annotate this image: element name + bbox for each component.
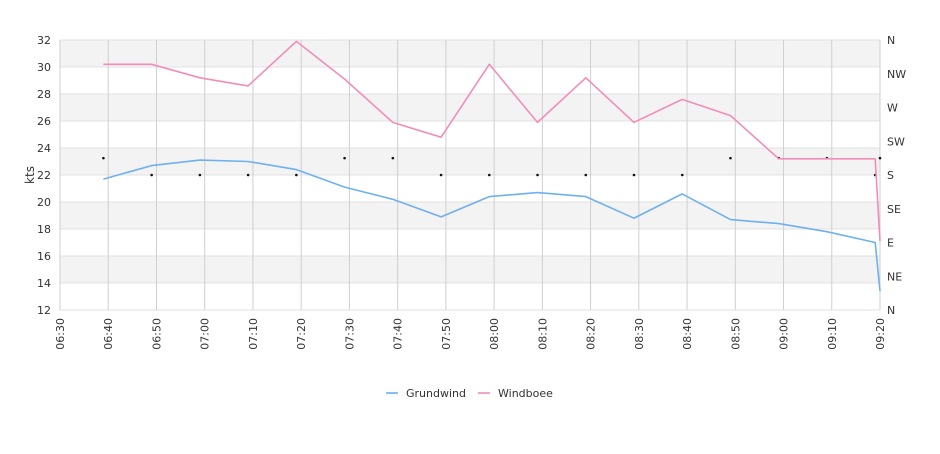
y2-tick-label: NW	[887, 68, 906, 81]
x-tick-label: 09:10	[826, 318, 839, 350]
y2-tick-label: N	[887, 304, 895, 317]
y-tick-label: 30	[37, 61, 51, 74]
direction-marker	[680, 173, 684, 177]
direction-marker	[295, 173, 298, 177]
grid-band	[60, 256, 880, 283]
y-tick-label: 22	[37, 169, 51, 182]
direction-marker	[439, 173, 443, 177]
direction-marker	[198, 173, 202, 177]
y-tick-label: 18	[37, 223, 51, 236]
x-tick-label: 07:10	[247, 318, 260, 350]
grid-band	[60, 202, 880, 229]
grid-band	[60, 40, 880, 67]
grid-band	[60, 67, 880, 94]
x-tick-label: 07:30	[343, 318, 356, 350]
direction-marker	[584, 173, 588, 177]
series-line-grundwind	[103, 159, 881, 292]
y-tick-label: 24	[37, 142, 51, 155]
x-tick-label: 07:20	[295, 318, 308, 350]
x-tick-label: 08:00	[488, 318, 501, 350]
legend-label: Windboee	[498, 387, 553, 400]
y2-tick-label: NE	[887, 270, 902, 283]
y2-tick-label: SW	[887, 135, 905, 148]
y-tick-label: 14	[37, 277, 51, 290]
y-tick-label: 26	[37, 115, 51, 128]
x-tick-label: 06:30	[54, 318, 67, 350]
y-tick-label: 20	[37, 196, 51, 209]
y-tick-label: 12	[37, 304, 51, 317]
x-tick-label: 08:20	[585, 318, 598, 350]
x-tick-label: 08:50	[729, 318, 742, 350]
y-tick-label: 16	[37, 250, 51, 263]
y2-tick-label: S	[887, 169, 894, 182]
y2-tick-label: N	[887, 34, 895, 47]
direction-marker	[729, 156, 732, 160]
grid-band	[60, 229, 880, 256]
direction-marker	[150, 173, 153, 177]
y-tick-label: 32	[37, 34, 51, 47]
x-tick-label: 07:40	[392, 318, 405, 350]
x-tick-label: 07:50	[440, 318, 453, 350]
x-tick-label: 08:30	[633, 318, 646, 350]
y-axis-title: kts	[23, 166, 37, 184]
y-tick-label: 28	[37, 88, 51, 101]
y2-tick-label: SE	[887, 203, 901, 216]
y2-tick-label: E	[887, 237, 894, 250]
series-line-windboee	[103, 40, 881, 242]
x-tick-label: 06:50	[150, 318, 163, 350]
direction-marker	[878, 156, 882, 160]
grid-band	[60, 175, 880, 202]
grid-band	[60, 121, 880, 148]
grid-band	[60, 94, 880, 121]
direction-marker	[391, 156, 395, 160]
x-tick-label: 08:40	[681, 318, 694, 350]
direction-marker	[246, 173, 250, 177]
x-tick-label: 08:10	[536, 318, 549, 350]
direction-marker	[102, 156, 105, 160]
direction-marker	[632, 173, 636, 177]
y2-tick-label: W	[887, 102, 898, 115]
x-tick-label: 09:20	[874, 318, 887, 350]
direction-marker	[343, 156, 346, 160]
x-tick-label: 09:00	[778, 318, 791, 350]
x-tick-label: 07:00	[199, 318, 212, 350]
direction-marker	[536, 173, 539, 177]
legend-label: Grundwind	[406, 387, 466, 400]
x-tick-label: 06:40	[102, 318, 115, 350]
grid-band	[60, 283, 880, 310]
grid-band	[60, 148, 880, 175]
direction-marker	[487, 173, 491, 177]
